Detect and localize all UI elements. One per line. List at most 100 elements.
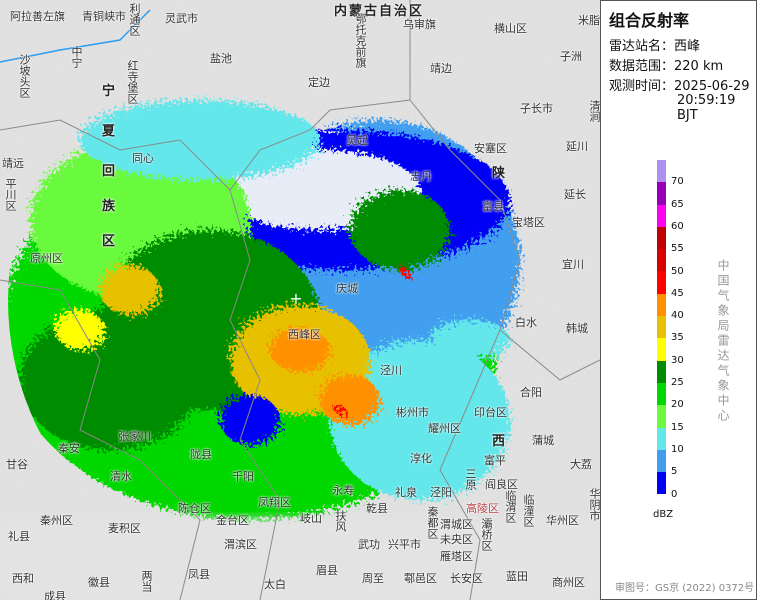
colorbar-segment xyxy=(657,204,666,227)
province-label: 宁 xyxy=(102,84,118,99)
place-label: 眉县 xyxy=(316,564,338,577)
colorbar-segment xyxy=(657,293,666,317)
place-label: 礼泉 xyxy=(395,486,417,499)
place-label: 渭滨区 xyxy=(224,538,257,551)
colorbar-tick-label: 40 xyxy=(671,310,684,322)
colorbar-tick-label: 50 xyxy=(671,265,684,277)
place-label: 凤县 xyxy=(188,568,210,581)
echoes xyxy=(8,100,520,520)
place-label: 印台区 xyxy=(474,406,507,419)
place-label: 富县 xyxy=(482,200,504,213)
place-label: 宜川 xyxy=(562,258,584,271)
colorbar-tick-label: 70 xyxy=(671,176,684,188)
colorbar-tick-label: 15 xyxy=(671,421,684,433)
station-row: 雷达站名：西峰 xyxy=(609,35,700,54)
place-label: 延川 xyxy=(566,140,588,153)
place-label: 武功 xyxy=(358,538,380,551)
place-label: 秦安 xyxy=(58,442,80,455)
colorbar-segment xyxy=(657,249,666,272)
place-label: 礼县 xyxy=(8,530,30,543)
place-label: 陇县 xyxy=(190,448,212,461)
place-label: 清水 xyxy=(110,470,132,483)
place-label: 商州区 xyxy=(552,576,585,589)
place-label: 同心 xyxy=(132,152,154,165)
place-label: 青铜峡市 xyxy=(82,10,126,23)
place-label: 岐山 xyxy=(300,512,322,525)
place-label: 徽县 xyxy=(88,576,110,589)
colorbar-segment xyxy=(657,405,666,428)
place-label: 乌审旗 xyxy=(403,18,436,31)
colorbar-segment xyxy=(657,160,666,183)
colorbar-tick-label: 10 xyxy=(671,443,684,455)
info-panel: 组合反射率 雷达站名：西峰 数据范围：220 km 观测时间：2025-06-2… xyxy=(600,0,757,600)
colorbar-segment xyxy=(657,449,666,473)
place-label: 庆城 xyxy=(336,282,358,295)
colorbar xyxy=(657,160,666,495)
place-label: 太白 xyxy=(264,578,286,591)
colorbar-segment xyxy=(657,316,666,339)
place-label: 韩城 xyxy=(566,322,588,335)
place-label: 大荔 xyxy=(570,458,592,471)
place-label: 三原 xyxy=(464,468,477,490)
colorbar-unit: dBZ xyxy=(653,509,674,520)
place-label: 平川区 xyxy=(4,178,17,211)
place-label: 未央区 xyxy=(440,533,473,546)
place-label: 盐池 xyxy=(210,52,232,65)
province-label: 回 xyxy=(102,164,118,179)
colorbar-tick-label: 25 xyxy=(671,377,684,388)
place-label: 凤翔区 xyxy=(258,496,291,509)
place-label: 清涧 xyxy=(588,100,600,122)
place-label: 原州区 xyxy=(30,252,63,265)
place-label: 甘谷 xyxy=(6,458,28,471)
colorbar-segment xyxy=(657,182,666,205)
province-label: 夏 xyxy=(102,124,118,139)
range-row: 数据范围：220 km xyxy=(609,55,723,74)
place-label: 蒲城 xyxy=(532,434,554,447)
province-label: 族 xyxy=(102,199,118,214)
place-label: 阿拉善左旗 xyxy=(10,10,65,23)
colorbar-tick-label: 0 xyxy=(671,488,678,500)
organization-label: 中国气象局雷达气象中心 xyxy=(716,259,730,424)
place-label: 合阳 xyxy=(520,386,542,399)
place-label: 志丹 xyxy=(410,170,432,183)
colorbar-tick-label: 65 xyxy=(671,198,684,210)
range-value: 220 km xyxy=(674,59,724,74)
place-label: 蓝田 xyxy=(506,570,528,583)
place-label: 鄠邑区 xyxy=(404,572,437,585)
station-value: 西峰 xyxy=(674,39,701,54)
place-label: 淳化 xyxy=(410,452,432,465)
place-label: 陈仓区 xyxy=(178,502,211,515)
place-label: 周至 xyxy=(362,572,384,585)
place-label: 灵武市 xyxy=(165,12,198,25)
place-label: 靖边 xyxy=(430,62,452,75)
place-label: 定边 xyxy=(308,76,330,89)
colorbar-segment xyxy=(657,382,666,406)
colorbar-segment xyxy=(657,427,666,450)
place-label: 西和 xyxy=(12,572,34,585)
place-label: 华州区 xyxy=(546,514,579,527)
place-label: 雁塔区 xyxy=(440,550,473,563)
place-label: 阎良区 xyxy=(485,478,518,491)
colorbar-tick-label: 20 xyxy=(671,399,684,411)
colorbar-segment xyxy=(657,271,666,294)
place-label: 富平 xyxy=(484,454,506,467)
radar-map[interactable]: + 内蒙古自治区 宁 夏 回 族 区 陕 西 阿拉善左旗 青铜峡市 利通区 灵武… xyxy=(0,0,600,600)
station-label: 雷达站名： xyxy=(609,39,675,54)
place-label: 渭城区 xyxy=(440,518,473,531)
place-label: 秦州区 xyxy=(40,514,73,527)
place-label: 米脂 xyxy=(578,14,600,27)
colorbar-segment xyxy=(657,360,666,383)
colorbar-tick-label: 45 xyxy=(671,287,684,299)
time-row: 观测时间：2025-06-29 xyxy=(609,75,750,94)
place-label: 扶风 xyxy=(334,510,347,532)
place-label: 子洲 xyxy=(560,50,582,63)
place-label: 利通区 xyxy=(128,3,141,36)
place-label: 两当 xyxy=(140,570,153,592)
province-label: 内蒙古自治区 xyxy=(334,4,425,19)
place-label: 宝塔区 xyxy=(512,216,545,229)
place-label: 鄂托克前旗 xyxy=(354,13,367,68)
place-label: 华阴市 xyxy=(588,488,600,521)
place-label: 高陵区 xyxy=(466,502,499,515)
place-label: 横山区 xyxy=(494,22,527,35)
time-value: 20:59:19 BJT xyxy=(677,93,736,123)
